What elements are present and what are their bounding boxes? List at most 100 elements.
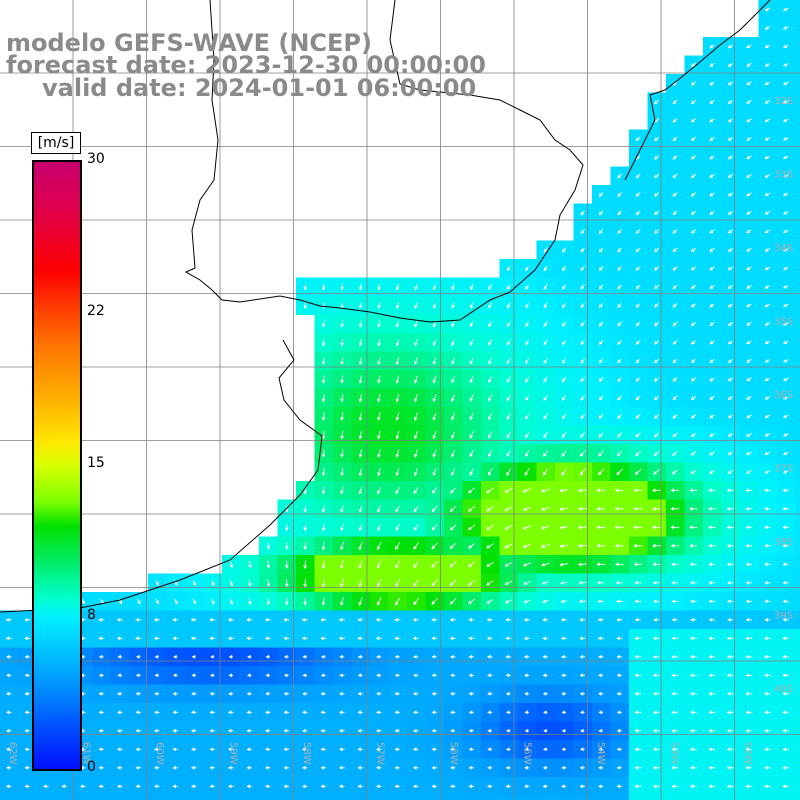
wind-cell bbox=[314, 795, 334, 800]
wind-arrow bbox=[523, 599, 531, 604]
wind-arrow bbox=[358, 320, 363, 328]
wind-arrow bbox=[746, 322, 752, 326]
wind-arrow bbox=[395, 412, 400, 421]
wind-arrow bbox=[302, 654, 308, 659]
wind-arrow bbox=[190, 747, 197, 752]
wind-arrow bbox=[580, 265, 585, 272]
wind-arrow bbox=[264, 765, 271, 770]
lon-label: 55W bbox=[522, 742, 533, 765]
wind-arrow bbox=[671, 617, 678, 622]
wind-arrow bbox=[560, 599, 568, 604]
wind-arrow bbox=[579, 673, 585, 678]
wind-arrow bbox=[763, 488, 771, 493]
wind-arrow bbox=[357, 617, 364, 622]
wind-arrow bbox=[598, 228, 604, 235]
wind-arrow bbox=[689, 784, 697, 789]
colorbar-tick-15: 15 bbox=[87, 455, 105, 471]
wind-arrow bbox=[376, 597, 382, 606]
wind-arrow bbox=[746, 44, 752, 49]
wind-arrow bbox=[283, 691, 289, 696]
wind-arrow bbox=[579, 710, 585, 715]
wind-arrow bbox=[505, 617, 512, 622]
wind-arrow bbox=[782, 44, 789, 49]
wind-arrow bbox=[451, 302, 455, 309]
wind-arrow bbox=[672, 303, 678, 308]
wind-arrow bbox=[635, 340, 641, 345]
wind-arrow bbox=[616, 617, 623, 622]
wind-arrow bbox=[672, 247, 678, 253]
wind-arrow bbox=[562, 265, 567, 272]
wind-arrow bbox=[764, 26, 771, 30]
wind-arrow bbox=[98, 617, 105, 622]
wind-arrow bbox=[709, 303, 715, 308]
wind-cell bbox=[518, 795, 538, 800]
wind-cell bbox=[795, 444, 800, 464]
wind-arrow bbox=[543, 376, 548, 383]
wind-arrow bbox=[467, 543, 476, 549]
wind-arrow bbox=[727, 580, 734, 585]
wind-arrow bbox=[488, 320, 493, 328]
wind-arrow bbox=[451, 394, 456, 403]
wind-arrow bbox=[395, 542, 401, 550]
wind-arrow bbox=[246, 784, 253, 789]
wind-arrow bbox=[358, 338, 363, 347]
wind-arrow bbox=[708, 580, 716, 585]
wind-arrow bbox=[431, 617, 438, 622]
wind-arrow bbox=[653, 229, 660, 234]
wind-cell bbox=[795, 240, 800, 260]
wind-arrow bbox=[763, 747, 771, 752]
wind-arrow bbox=[303, 524, 308, 532]
lon-label: 62W bbox=[7, 742, 18, 765]
wind-arrow bbox=[598, 784, 604, 789]
wind-arrow bbox=[689, 673, 697, 678]
lat-label: 40S bbox=[774, 684, 793, 695]
wind-arrow bbox=[746, 303, 752, 308]
wind-arrow bbox=[488, 376, 493, 384]
wind-arrow bbox=[617, 228, 622, 234]
wind-arrow bbox=[449, 579, 457, 587]
wind-arrow bbox=[764, 562, 771, 567]
wind-arrow bbox=[506, 339, 511, 346]
wind-cell bbox=[92, 795, 112, 800]
wind-arrow bbox=[596, 488, 606, 493]
wind-arrow bbox=[746, 192, 752, 197]
wind-arrow bbox=[746, 211, 752, 215]
wind-arrow bbox=[690, 81, 697, 86]
wind-arrow bbox=[726, 673, 734, 678]
wind-arrow bbox=[283, 784, 290, 789]
wind-arrow bbox=[635, 450, 641, 457]
wind-arrow bbox=[633, 506, 643, 511]
wind-arrow bbox=[709, 284, 715, 289]
wind-arrow bbox=[467, 561, 476, 568]
wind-arrow bbox=[580, 358, 585, 364]
wind-arrow bbox=[615, 599, 623, 604]
wind-cell bbox=[555, 795, 575, 800]
wind-arrow bbox=[764, 303, 771, 307]
wind-arrow bbox=[709, 247, 715, 252]
wind-arrow bbox=[690, 358, 697, 363]
wind-arrow bbox=[431, 560, 438, 568]
wind-arrow bbox=[283, 710, 290, 715]
wind-arrow bbox=[135, 691, 141, 696]
wind-arrow bbox=[357, 673, 363, 678]
wind-arrow bbox=[726, 562, 734, 567]
wind-arrow bbox=[506, 450, 511, 458]
wind-arrow bbox=[580, 247, 585, 253]
wind-arrow bbox=[727, 210, 734, 215]
wind-arrow bbox=[782, 433, 789, 437]
wind-arrow bbox=[340, 468, 344, 477]
wind-arrow bbox=[614, 506, 624, 511]
wind-arrow bbox=[449, 617, 456, 622]
wind-arrow bbox=[450, 710, 456, 715]
wind-arrow bbox=[782, 285, 789, 289]
wind-arrow bbox=[782, 118, 789, 123]
wind-arrow bbox=[135, 710, 142, 715]
wind-arrow bbox=[617, 247, 622, 253]
wind-arrow bbox=[709, 62, 715, 67]
wind-arrow bbox=[6, 654, 12, 659]
wind-arrow bbox=[746, 340, 752, 345]
wind-arrow bbox=[708, 784, 716, 789]
wind-arrow bbox=[709, 81, 715, 86]
wind-arrow bbox=[413, 487, 419, 494]
wind-arrow bbox=[764, 617, 771, 622]
